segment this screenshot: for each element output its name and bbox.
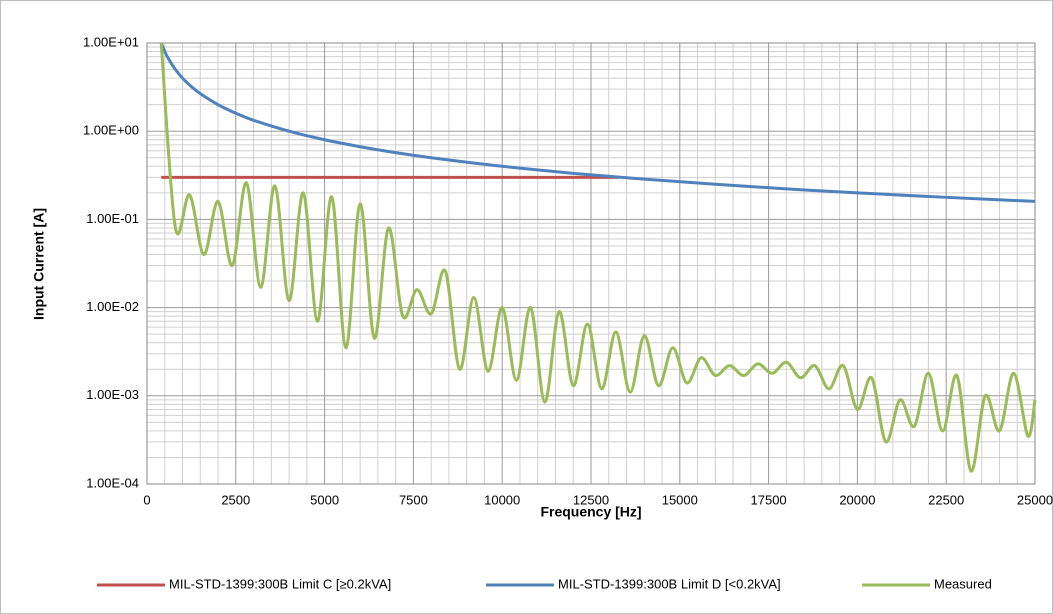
legend-label: MIL-STD-1399:300B Limit C [≥0.2kVA] [169, 576, 391, 591]
plot [159, 42, 1037, 473]
x-tick-label: 12500 [573, 492, 609, 507]
x-tick-label: 22500 [928, 492, 964, 507]
y-tick-label: 1.00E+00 [83, 123, 139, 138]
y-tick-label: 1.00E-03 [86, 387, 139, 402]
x-tick-label: 10000 [484, 492, 520, 507]
x-axis-title: Frequency [Hz] [540, 504, 641, 520]
y-tick-label: 1.00E+01 [83, 34, 139, 49]
series-line [159, 42, 1037, 473]
x-tick-label: 15000 [662, 492, 698, 507]
series-line [159, 42, 1036, 203]
y-axis-title: Input Current [A] [31, 208, 47, 320]
y-tick-label: 1.00E-02 [86, 299, 139, 314]
x-tick-label: 0 [143, 492, 150, 507]
x-tick-label: 20000 [839, 492, 875, 507]
y-tick-label: 1.00E-01 [86, 211, 139, 226]
x-tick-label: 25000 [1017, 492, 1053, 507]
legend-label: MIL-STD-1399:300B Limit D [<0.2kVA] [558, 576, 781, 591]
plot-border [146, 42, 1036, 485]
legend-label: Measured [934, 576, 992, 591]
x-tick-label: 5000 [310, 492, 339, 507]
y-tick-label: 1.00E-04 [86, 475, 139, 490]
x-tick-label: 2500 [221, 492, 250, 507]
grid [146, 42, 1036, 485]
x-tick-label: 7500 [399, 492, 428, 507]
x-tick-label: 17500 [751, 492, 787, 507]
